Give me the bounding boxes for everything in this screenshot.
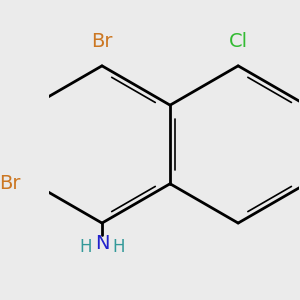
Text: H: H [112, 238, 125, 256]
Text: H: H [79, 238, 92, 256]
Text: Br: Br [91, 32, 113, 51]
Text: Br: Br [0, 174, 21, 193]
Text: Cl: Cl [229, 32, 248, 51]
Text: N: N [95, 234, 109, 253]
